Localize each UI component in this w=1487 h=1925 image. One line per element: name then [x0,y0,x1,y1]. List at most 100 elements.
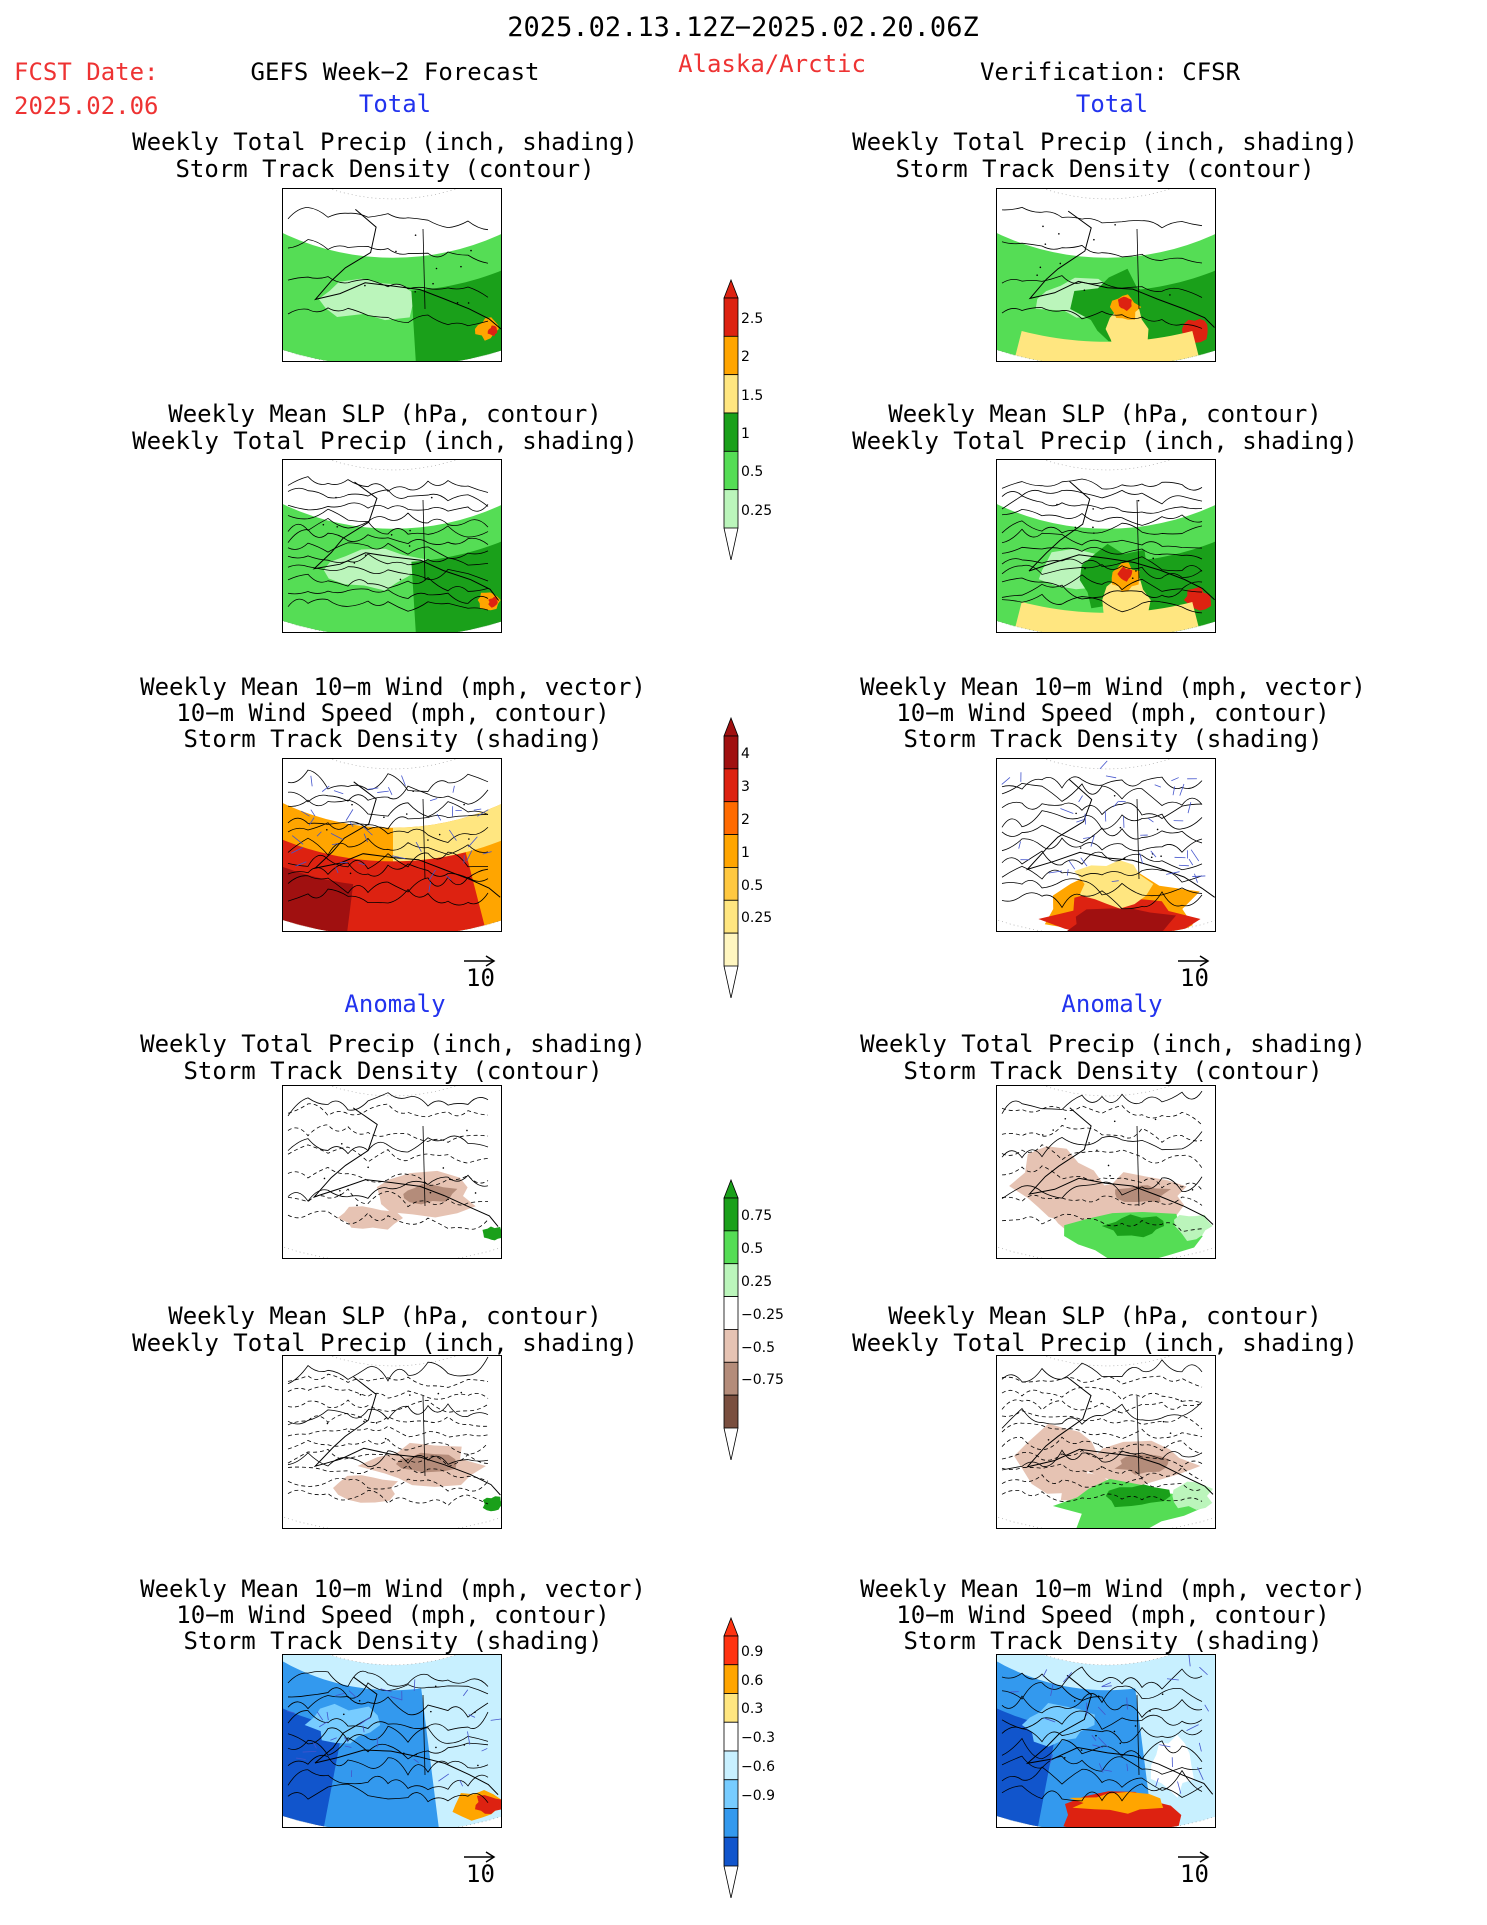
contour-line [287,1373,489,1388]
wind-vector [1091,1734,1097,1741]
contour-line [1001,1410,1203,1430]
contour-line [1001,1666,1203,1690]
island-dot [442,1167,445,1169]
wind-vector [344,1737,349,1743]
wind-vector [1150,850,1157,858]
border-line [1136,499,1140,581]
island-dot [322,523,325,526]
title-l1-a: Weekly Total Precip (inch, shading) [132,128,638,156]
colorbar-tail [723,527,732,561]
colorbar-label: 1 [741,844,750,861]
island-dot [323,1177,326,1180]
precip-shade [323,548,427,591]
contour-line [1001,1386,1203,1404]
colorbar-label: −0.9 [741,1787,775,1804]
wind-vector [321,785,330,792]
anomaly-shade [997,1681,1057,1827]
wind-vector [1113,800,1119,808]
colorbar-segment [723,867,739,901]
contour-line [287,564,489,582]
island-dot [1169,1432,1172,1434]
colorbar-segment [723,1750,739,1781]
border-line [422,1694,426,1776]
coastline [1028,481,1215,601]
contour-line [1001,1737,1203,1762]
map-total-precip-left [282,188,502,362]
contour-line [1001,546,1203,560]
fcst-label: FCST Date: [14,58,159,86]
wind-vector [438,1773,450,1782]
verification-title: Verification: CFSR [979,58,1241,86]
map-anom-precip-left [282,1085,502,1259]
map-anom-precip-right [996,1085,1216,1259]
island-dot [349,872,352,875]
island-dot [430,496,433,499]
contour-line [1001,489,1203,505]
map-total-precip-right [996,188,1216,362]
island-dot [466,1129,468,1132]
island-dot [1052,1129,1054,1131]
anomaly-shade [475,1795,501,1814]
island-dot [1180,1400,1183,1402]
contour-line [287,502,489,512]
colorbar-label: 0.6 [741,1672,764,1689]
contour-line [1001,1463,1203,1481]
contour-line [1001,593,1203,614]
wind-vector [466,850,473,862]
map-boundary [997,759,1215,931]
island-dot [1096,1149,1098,1152]
colorbar-segment [723,1263,739,1297]
colorbar-label: 0.25 [741,502,773,519]
colorbar-total-precip: 2.5 2 1.5 1 0.5 0.25 [720,270,800,561]
contour-line [1001,1755,1203,1775]
colorbar-segment [723,1361,739,1396]
wind-vector [345,809,354,821]
precip-shade [487,325,498,337]
wind-vector [1101,1682,1112,1687]
wind-vector [428,881,431,892]
coastline [313,781,501,898]
island-dot [409,529,411,532]
colorbar-segment [723,1836,739,1867]
wind-vector [1190,849,1200,862]
wind-vector [1179,783,1185,796]
contour-line [287,1103,489,1118]
wind-vector [1001,777,1011,785]
colorbar-label: 0.5 [741,464,764,481]
contour-line [1001,574,1203,592]
island-dot [367,1166,369,1169]
contour-line [287,1144,489,1164]
contour-line [1001,1449,1203,1468]
island-dot [470,249,472,252]
island-dot [1135,570,1137,572]
wind-vector [1060,808,1074,814]
contour-line [1001,583,1203,600]
wind-vector [295,1757,306,1760]
wind-vector [344,1745,352,1748]
contour-line [287,1737,489,1760]
coastline [312,1107,499,1227]
title-l6-c: Storm Track Density (shading) [183,1627,603,1655]
title-r2-b: Weekly Total Precip (inch, shading) [852,427,1358,455]
contour-line [287,785,489,805]
wind-vector [1092,1744,1104,1748]
title-l6-a: Weekly Mean 10−m Wind (mph, vector) [140,1575,646,1603]
wind-vector [1083,837,1091,839]
title-r5-b: Weekly Total Precip (inch, shading) [852,1329,1358,1357]
island-dot [1079,847,1082,849]
map-anom-slp-right [996,1355,1216,1529]
contour-line [287,517,489,538]
island-dot [384,1437,387,1440]
island-dot [409,1394,411,1396]
island-dot [351,803,353,806]
wind-vector [380,1688,392,1693]
wind-vector [481,1748,488,1752]
map-total-slp-right [996,459,1216,633]
island-dot [395,250,397,253]
precip-shade [488,596,498,608]
wind-vector [401,775,406,786]
map-boundary [997,1655,1215,1827]
wind-vector [1050,1684,1054,1697]
island-dot [342,1713,345,1716]
contour-line [287,813,489,830]
